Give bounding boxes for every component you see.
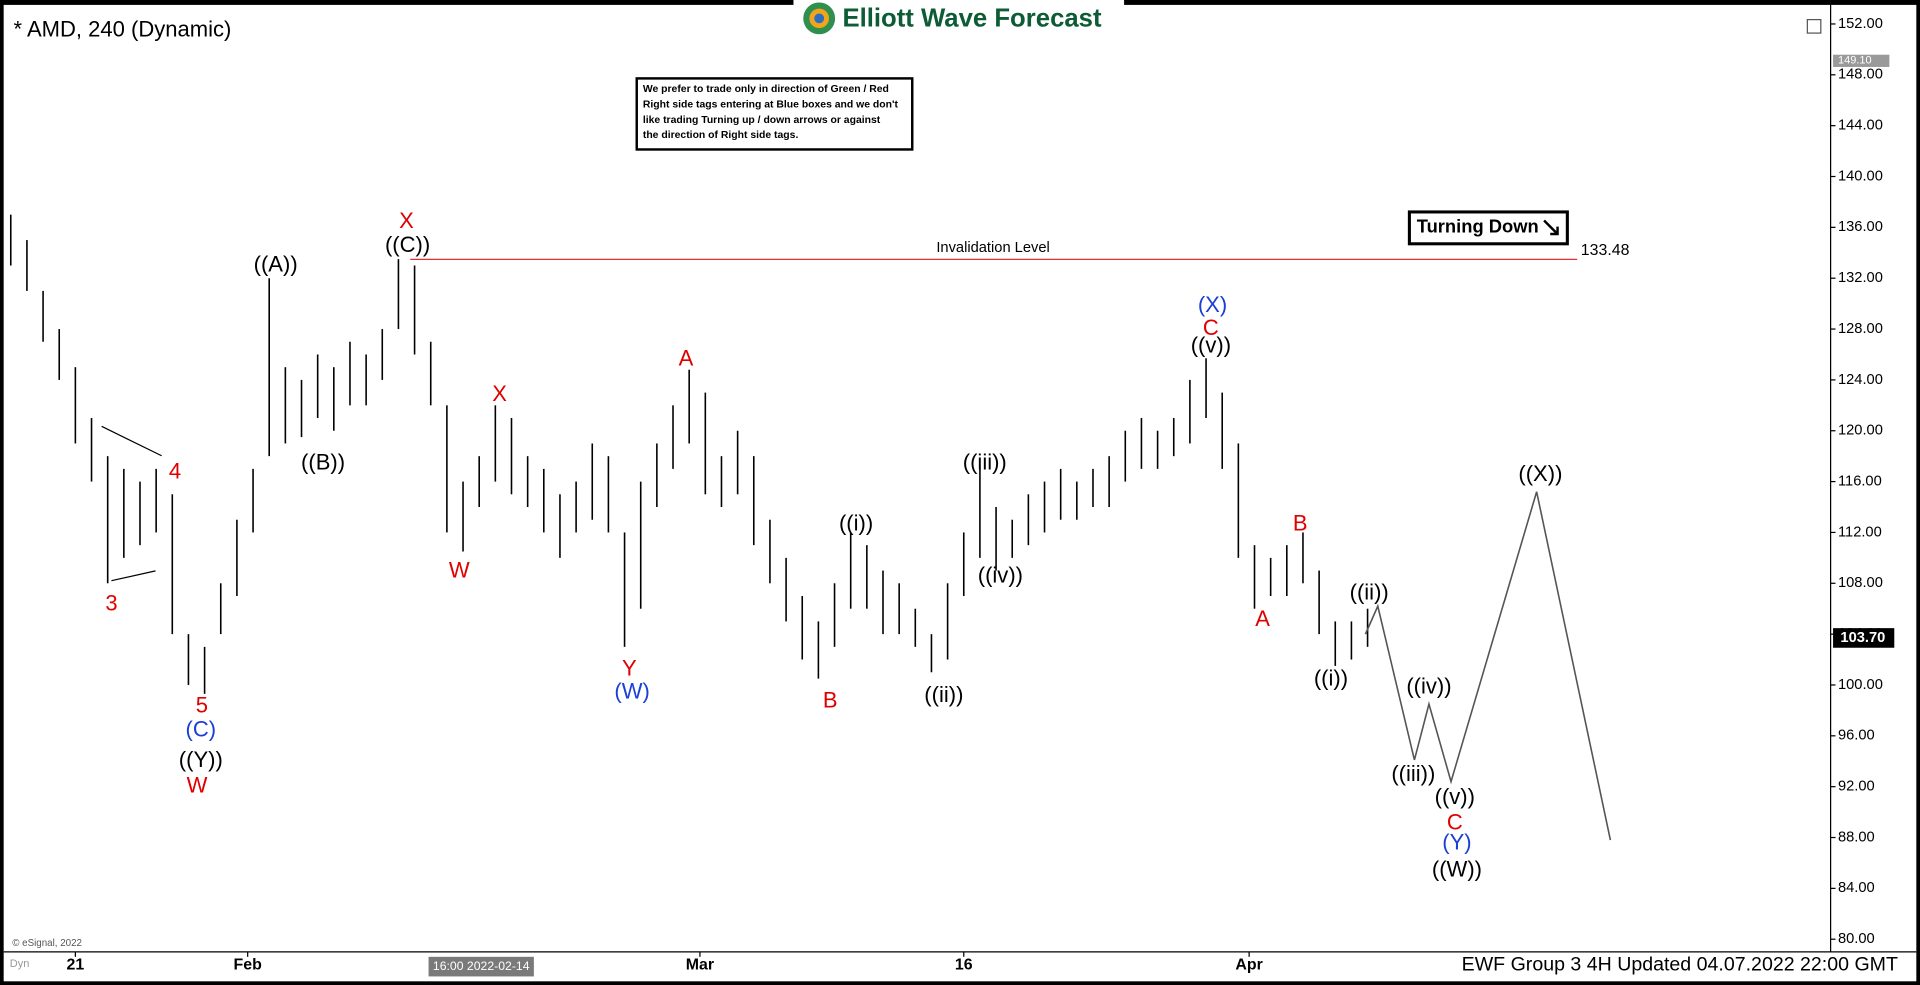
wave-label: ((iii)) (963, 450, 1007, 475)
y-tick-label: 124.00 (1838, 372, 1883, 388)
y-tick-label: 144.00 (1838, 118, 1883, 134)
wave-label: (W) (614, 678, 649, 703)
y-tick-label: 108.00 (1838, 575, 1883, 591)
wave-label: Y (622, 656, 637, 681)
wave-label: ((A)) (254, 251, 298, 276)
wave-label: B (823, 687, 838, 712)
triangle-line (101, 425, 162, 457)
wave-label: ((i)) (1314, 666, 1348, 691)
wave-label: ((ii)) (924, 682, 963, 707)
x-tick-label: Feb (234, 957, 263, 974)
x-tick-label: Mar (686, 957, 714, 974)
note-line: like trading Turning up / down arrows or… (643, 115, 881, 126)
wave-label: ((X)) (1518, 461, 1562, 486)
note-line: the direction of Right side tags. (643, 130, 799, 141)
x-tick-label: 16 (955, 957, 973, 974)
y-tick-label: 88.00 (1838, 829, 1875, 845)
tag: Turning Down (1407, 210, 1569, 246)
crosshair-box (428, 956, 534, 977)
wave-label: (Y) (1442, 830, 1471, 855)
crosshair-label: 16:00 2022-02-14 (433, 959, 530, 973)
last-price-box (1833, 628, 1895, 648)
logo-icon (814, 13, 825, 24)
invalidation-value: 133.48 (1581, 242, 1630, 259)
note-line: We prefer to trade only in direction of … (643, 84, 889, 95)
chart-title: * AMD, 240 (Dynamic) (13, 16, 231, 41)
logo: Elliott Wave Forecast (793, 0, 1125, 37)
wave-label: X (399, 208, 414, 233)
invalidation-label: Invalidation Level (936, 240, 1049, 256)
projection-path (1364, 491, 1612, 841)
wave-label: ((v)) (1435, 784, 1475, 809)
triangle-line (111, 570, 156, 582)
note-box (635, 77, 914, 151)
y-tick-label: 96.00 (1838, 728, 1875, 744)
y-tick-label: 140.00 (1838, 168, 1883, 184)
last-price-label: 103.70 (1840, 630, 1885, 646)
x-tick-label: 21 (67, 957, 85, 974)
logo-background (793, 0, 1125, 37)
wave-label: W (449, 558, 470, 583)
y-tick-label: 116.00 (1838, 473, 1882, 489)
window-icon[interactable] (1806, 18, 1822, 34)
wave-label: ((B)) (301, 450, 345, 475)
y-tick-label: 80.00 (1838, 931, 1875, 947)
wave-label: 3 (105, 591, 117, 616)
wave-label: (X) (1198, 292, 1227, 317)
y-tick-label: 132.00 (1838, 270, 1883, 286)
wave-label: ((iv)) (978, 563, 1023, 588)
high-tag-box (1833, 54, 1890, 67)
x-tick-label: Apr (1235, 957, 1262, 974)
tag-arrow (1543, 219, 1559, 236)
footer: EWF Group 3 4H Updated 04.07.2022 22:00 … (1462, 954, 1898, 976)
wave-label: ((ii)) (1350, 579, 1389, 604)
wave-label: ((iv)) (1406, 673, 1451, 698)
wave-label: 5 (196, 692, 208, 717)
tag-text: Turning Down (1417, 216, 1539, 237)
wave-label: ((v)) (1191, 333, 1231, 358)
high-tag-label: 149.10 (1838, 55, 1872, 67)
background (3, 4, 1917, 982)
wave-label: ((Y)) (179, 747, 223, 772)
y-tick-label: 92.00 (1838, 779, 1875, 795)
wave-label: W (187, 772, 208, 797)
y-tick-label: 128.00 (1838, 321, 1883, 337)
corner-label: Dyn (10, 958, 30, 970)
y-tick-label: 112.00 (1838, 524, 1882, 540)
y-tick-label: 148.00 (1838, 67, 1883, 83)
wave-label: 4 (169, 459, 181, 484)
y-tick-label: 84.00 (1838, 880, 1875, 896)
wave-label: X (492, 381, 507, 406)
wave-label: A (679, 345, 694, 370)
wave-label: A (1255, 606, 1270, 631)
wave-label: ((iii)) (1391, 761, 1435, 786)
wave-label: C (1447, 809, 1463, 834)
copyright: © eSignal, 2022 (12, 938, 82, 949)
wave-label: ((W)) (1432, 856, 1482, 881)
note-line: Right side tags entering at Blue boxes a… (643, 99, 899, 110)
tag-box (1407, 210, 1569, 246)
wave-label: (C) (186, 717, 217, 742)
y-tick-label: 100.00 (1838, 677, 1883, 693)
wave-label: ((C)) (385, 232, 430, 257)
logo-text: Elliott Wave Forecast (842, 4, 1102, 32)
wave-label: ((i)) (839, 511, 873, 536)
wave-label: B (1293, 511, 1308, 536)
y-tick-label: 120.00 (1838, 423, 1883, 439)
y-tick-label: 136.00 (1838, 219, 1883, 235)
wave-label: C (1203, 315, 1219, 340)
y-tick-label: 152.00 (1838, 16, 1883, 32)
